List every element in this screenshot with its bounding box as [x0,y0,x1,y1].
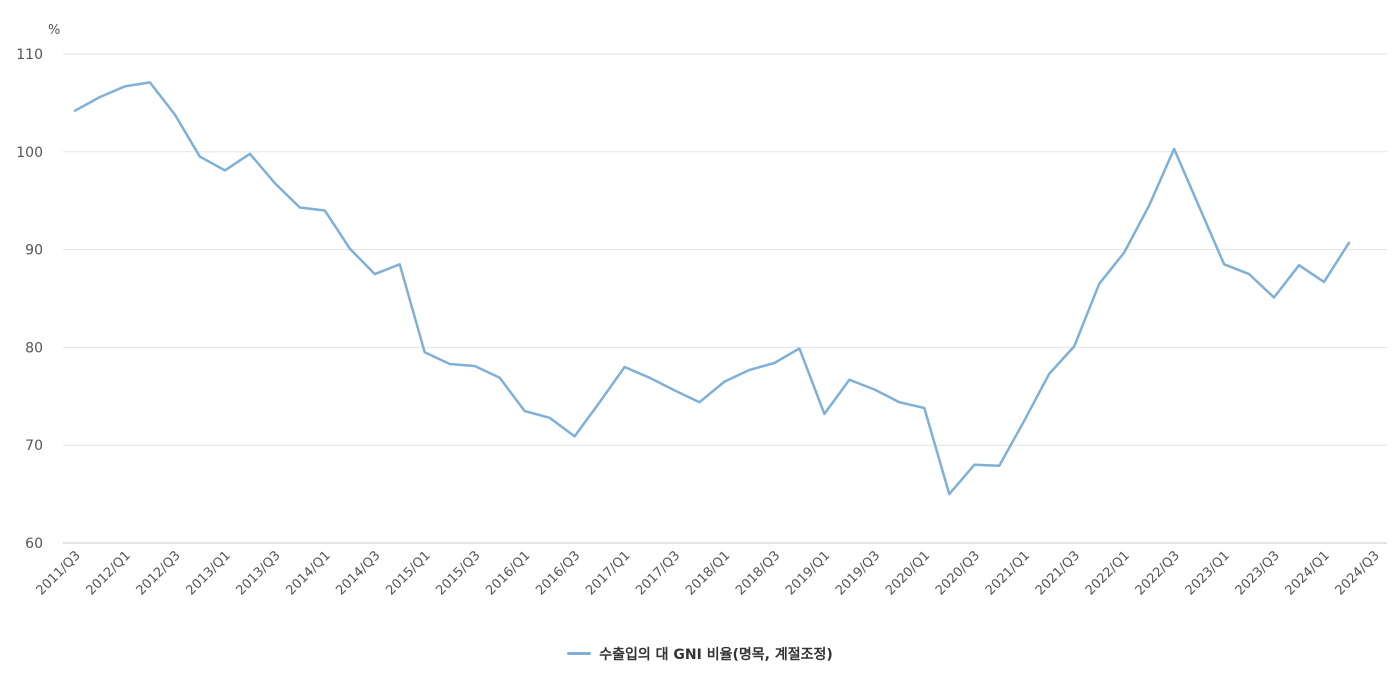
x-tick-label: 2021/Q3 [1033,548,1083,598]
x-tick-label: 2023/Q3 [1233,548,1283,598]
x-tick-label: 2021/Q1 [983,548,1033,598]
x-tick-label: 2017/Q1 [583,548,633,598]
x-tick-label: 2020/Q1 [883,548,933,598]
legend: 수출입의 대 GNI 비율(명목, 계절조정) [0,640,1400,664]
gridlines [63,53,1387,544]
x-tick-label: 2016/Q1 [483,548,533,598]
x-tick-label: 2018/Q1 [683,548,733,598]
x-tick-label: 2015/Q1 [383,548,433,598]
y-tick-label: 60 [25,536,43,552]
legend-line-icon [567,652,592,655]
x-tick-label: 2017/Q3 [633,548,683,598]
x-tick-label: 2024/Q1 [1283,548,1333,598]
x-tick-label: 2013/Q3 [233,548,283,598]
x-tick-label: 2012/Q3 [134,548,184,598]
x-tick-label: 2013/Q1 [184,548,234,598]
x-tick-label: 2016/Q3 [533,548,583,598]
x-axis-labels: 2011/Q3 2012/Q1 2012/Q3 2013/Q1 2013/Q3 2014/… [34,548,1383,598]
y-tick-label: 110 [16,47,43,63]
x-tick-label: 2024/Q3 [1333,548,1383,598]
x-tick-label: 2018/Q3 [733,548,783,598]
x-tick-label: 2014/Q1 [283,548,333,598]
y-tick-label: 90 [25,243,43,259]
x-tick-label: 2022/Q3 [1133,548,1183,598]
x-tick-label: 2020/Q3 [933,548,983,598]
y-axis-unit: % [48,23,60,38]
y-tick-label: 80 [25,340,43,356]
x-tick-label: 2015/Q3 [433,548,483,598]
x-tick-label: 2011/Q3 [34,548,84,598]
x-tick-label: 2019/Q3 [833,548,883,598]
x-tick-label: 2022/Q1 [1083,548,1133,598]
legend-label: 수출입의 대 GNI 비율(명목, 계절조정) [599,646,833,663]
x-tick-label: 2019/Q1 [783,548,833,598]
legend-item[interactable]: 수출입의 대 GNI 비율(명목, 계절조정) [567,644,833,664]
y-axis-labels: 60 70 80 90 100 110 [16,47,43,552]
x-tick-label: 2012/Q1 [84,548,134,598]
x-tick-label: 2023/Q1 [1183,548,1233,598]
x-tick-label: 2014/Q3 [333,548,383,598]
y-tick-label: 70 [25,438,43,454]
y-tick-label: 100 [16,145,43,161]
series-line [73,81,1351,496]
